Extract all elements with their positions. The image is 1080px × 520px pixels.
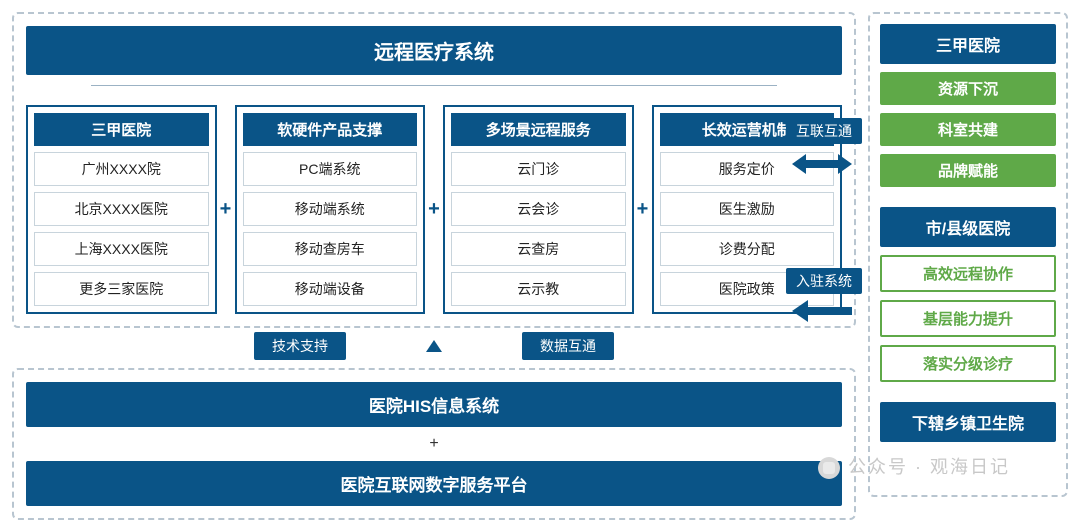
column-header: 三甲医院: [34, 113, 209, 146]
tag-data-interop: 数据互通: [522, 332, 614, 360]
column-1: 软硬件产品支撑 PC端系统移动端系统移动查房车移动端设备: [235, 105, 426, 314]
right-block-10: 下辖乡镇卫生院: [880, 402, 1056, 442]
column-0: 三甲医院广州XXXX院北京XXXX医院上海XXXX医院更多三家医院: [26, 105, 217, 314]
column-item: PC端系统: [243, 152, 418, 186]
column-item: 诊费分配: [660, 232, 835, 266]
right-block-0: 三甲医院: [880, 24, 1056, 64]
his-bar: 医院HIS信息系统: [26, 382, 842, 427]
plus-separator: +: [634, 105, 652, 314]
column-item: 云会诊: [451, 192, 626, 226]
four-columns: 三甲医院广州XXXX院北京XXXX医院上海XXXX医院更多三家医院+软硬件产品支…: [26, 105, 842, 314]
column-item: 服务定价: [660, 152, 835, 186]
column-item: 云查房: [451, 232, 626, 266]
column-header: 软硬件产品支撑: [243, 113, 418, 146]
column-item: 移动端设备: [243, 272, 418, 306]
left-panel: 远程医疗系统 三甲医院广州XXXX院北京XXXX医院上海XXXX医院更多三家医院…: [12, 12, 856, 497]
column-3: 长效运营机制服务定价医生激励诊费分配医院政策: [652, 105, 843, 314]
connector-row: 技术支持 数据互通: [12, 332, 856, 360]
column-item: 上海XXXX医院: [34, 232, 209, 266]
right-block-7: 基层能力提升: [880, 300, 1056, 337]
column-item: 移动端系统: [243, 192, 418, 226]
column-item: 云门诊: [451, 152, 626, 186]
main-title: 远程医疗系统: [26, 26, 842, 75]
column-item: 移动查房车: [243, 232, 418, 266]
right-block-2: 科室共建: [880, 113, 1056, 146]
column-item: 北京XXXX医院: [34, 192, 209, 226]
telemedicine-system-box: 远程医疗系统 三甲医院广州XXXX院北京XXXX医院上海XXXX医院更多三家医院…: [12, 12, 856, 328]
column-item: 云示教: [451, 272, 626, 306]
internet-platform-bar: 医院互联网数字服务平台: [26, 461, 842, 506]
right-block-6: 高效远程协作: [880, 255, 1056, 292]
column-item: 更多三家医院: [34, 272, 209, 306]
column-item: 广州XXXX院: [34, 152, 209, 186]
right-block-8: 落实分级诊疗: [880, 345, 1056, 382]
hospital-platform-box: 医院HIS信息系统 + 医院互联网数字服务平台: [12, 368, 856, 520]
column-header: 多场景远程服务: [451, 113, 626, 146]
column-item: 医院政策: [660, 272, 835, 306]
right-block-5: 市/县级医院: [880, 207, 1056, 247]
spacer: [880, 195, 1056, 199]
plus-separator: +: [217, 105, 235, 314]
spacer: [880, 390, 1056, 394]
plus-separator: +: [425, 105, 443, 314]
column-item: 医生激励: [660, 192, 835, 226]
right-panel: 三甲医院资源下沉科室共建品牌赋能市/县级医院高效远程协作基层能力提升落实分级诊疗…: [868, 12, 1068, 497]
diagram-root: 远程医疗系统 三甲医院广州XXXX院北京XXXX医院上海XXXX医院更多三家医院…: [12, 12, 1068, 497]
plus-joiner: +: [26, 437, 842, 451]
column-header: 长效运营机制: [660, 113, 835, 146]
right-block-3: 品牌赋能: [880, 154, 1056, 187]
right-block-1: 资源下沉: [880, 72, 1056, 105]
tree-connector: [26, 85, 842, 95]
column-2: 多场景远程服务云门诊云会诊云查房云示教: [443, 105, 634, 314]
tag-tech-support: 技术支持: [254, 332, 346, 360]
arrow-up-icon: [426, 340, 442, 352]
